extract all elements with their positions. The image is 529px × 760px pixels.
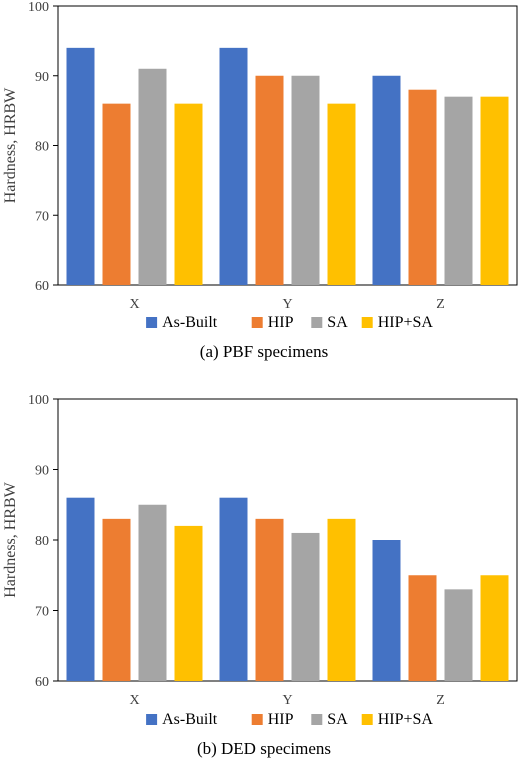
bar-hip-z [408, 89, 437, 285]
x-tick-label: Y [282, 693, 292, 708]
bar-sa-x [138, 504, 167, 681]
x-tick-label: Y [282, 297, 292, 312]
y-tick-label: 80 [35, 534, 49, 549]
bar-hip-sa-y [327, 103, 356, 286]
bar-as-built-y [219, 497, 248, 681]
bar-sa-y [291, 532, 320, 681]
bar-as-built-z [372, 75, 401, 285]
y-tick-label: 60 [35, 675, 49, 690]
legend-label: As-Built [162, 314, 218, 331]
y-tick-label: 70 [35, 209, 49, 224]
figure-caption: (b) DED specimens [197, 739, 331, 758]
bar-hip-x [102, 518, 131, 681]
legend-label: HIP [268, 314, 294, 331]
x-tick-label: Z [436, 297, 445, 312]
bar-as-built-y [219, 47, 248, 285]
y-axis-label: Hardness, HRBW [2, 87, 19, 203]
bar-sa-z [444, 96, 473, 285]
y-tick-label: 80 [35, 140, 49, 155]
figure-caption: (a) PBF specimens [200, 342, 328, 361]
legend-swatch [146, 714, 158, 725]
y-tick-label: 90 [35, 464, 49, 479]
x-tick-label: X [129, 297, 139, 312]
y-tick-label: 100 [28, 393, 49, 408]
bar-as-built-x [66, 47, 95, 285]
legend-label: HIP+SA [378, 711, 434, 728]
legend-label: SA [327, 314, 348, 331]
bar-hip-sa-z [480, 96, 509, 285]
legend-swatch [146, 317, 158, 328]
bar-as-built-z [372, 540, 401, 681]
bar-hip-sa-z [480, 575, 509, 681]
legend: As-Built HIP SA HIP+SA [146, 314, 433, 331]
legend-label: HIP [268, 711, 294, 728]
bar-sa-z [444, 589, 473, 681]
x-tick-label: X [129, 693, 139, 708]
y-tick-label: 100 [28, 0, 49, 15]
y-axis-label: Hardness, HRBW [2, 481, 19, 597]
legend-swatch [361, 317, 373, 328]
legend-swatch [311, 714, 323, 725]
legend-swatch [251, 714, 263, 725]
legend-label: As-Built [162, 711, 218, 728]
bar-hip-z [408, 575, 437, 681]
legend-label: SA [327, 711, 348, 728]
y-tick-label: 90 [35, 70, 49, 85]
legend-swatch [361, 714, 373, 725]
bar-hip-sa-y [327, 518, 356, 681]
legend: As-Built HIP SA HIP+SA [146, 711, 433, 728]
chart-panel-1: 60 70 80 90 100 Hardness, HRBW X Y Z As-Built HIP S… [2, 0, 518, 361]
y-tick-label: 60 [35, 279, 49, 294]
bar-sa-y [291, 75, 320, 285]
legend-label: HIP+SA [378, 314, 434, 331]
bar-hip-sa-x [174, 525, 203, 681]
legend-swatch [251, 317, 263, 328]
bar-hip-y [255, 518, 284, 681]
x-tick-label: Z [436, 693, 445, 708]
bar-hip-sa-x [174, 103, 203, 286]
bar-sa-x [138, 68, 167, 286]
y-tick-label: 70 [35, 605, 49, 620]
bar-hip-x [102, 103, 131, 286]
legend-swatch [311, 317, 323, 328]
bar-hip-y [255, 75, 284, 285]
chart-panel-2: 60 70 80 90 100 Hardness, HRBW X Y Z As-Built HIP S… [2, 393, 518, 758]
bar-as-built-x [66, 497, 95, 681]
